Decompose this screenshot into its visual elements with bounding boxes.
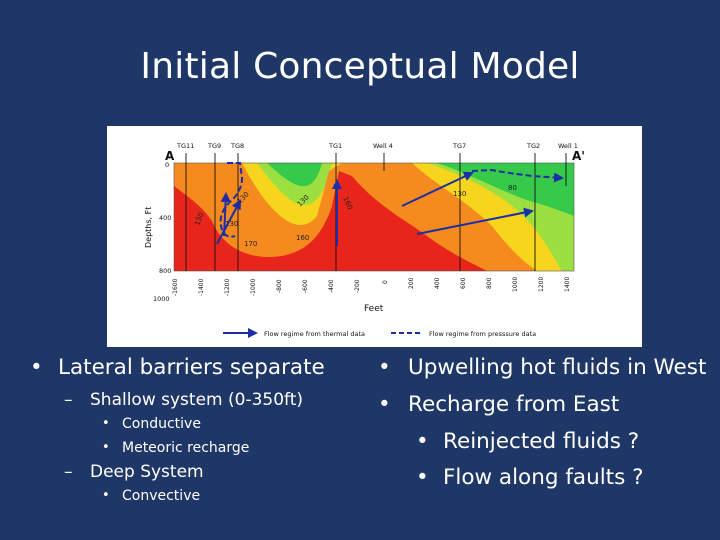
flow-arrow: [416, 207, 534, 235]
sub-sub-bullet-meteoric-recharge: Meteoric recharge: [22, 436, 367, 460]
legend-thermal-label: Flow regime from thermal data: [264, 330, 365, 338]
y-tick-label: 0: [165, 161, 169, 169]
y-axis-label: Depths, Ft: [144, 207, 153, 248]
legend-pressure-label: Flow regime from presssure data: [429, 330, 536, 338]
sub-bullet-flow-along-faults: Flow along faults ?: [372, 464, 712, 492]
x-tick-label: 1400: [564, 277, 571, 292]
contour-label: 80: [508, 184, 517, 192]
temperature-contour-plot: [173, 162, 575, 272]
well-label-well-4: Well 4: [373, 142, 393, 150]
y-tick-label: 1000: [153, 295, 170, 303]
x-axis-label: Feet: [364, 304, 384, 314]
x-tick-label: 400: [434, 277, 441, 289]
sub-bullet-reinjected-fluids: Reinjected fluids ?: [372, 428, 712, 456]
x-tick-label: -400: [328, 279, 335, 293]
legend: Flow regime from thermal data Flow regim…: [223, 328, 536, 338]
x-tick-label: 200: [408, 277, 415, 289]
flow-arrow: [401, 171, 474, 207]
pressure-flow-path: [471, 168, 564, 183]
cross-section-svg: 130 130 130 160 160 170 130 130 80 TG11 …: [144, 142, 585, 338]
flow-arrow: [216, 199, 241, 245]
x-tick-label: -600: [302, 279, 309, 293]
x-tick-label: -800: [276, 279, 283, 293]
sub-bullet-shallow-system: Shallow system (0-350ft): [22, 388, 367, 412]
well-label-tg2: TG2: [526, 142, 540, 150]
x-axis: -1600 -1400 -1200 -1000 -800 -600 -400 -…: [172, 277, 571, 314]
x-tick-label: -1400: [198, 278, 205, 296]
bullet-recharge-from-east: Recharge from East: [372, 391, 712, 419]
well-label-tg1: TG1: [328, 142, 342, 150]
contour-label: 170: [244, 240, 257, 248]
contour-label: 130: [225, 220, 238, 228]
cross-section-figure: 130 130 130 160 160 170 130 130 80 TG11 …: [107, 126, 642, 347]
x-tick-label: -1000: [250, 278, 257, 296]
well-label-tg11: TG11: [176, 142, 194, 150]
left-bullet-list: Lateral barriers separate Shallow system…: [22, 354, 367, 508]
y-tick-label: 400: [159, 214, 171, 222]
x-tick-label: 1200: [538, 277, 545, 292]
thermal-flow-arrows: [216, 171, 534, 246]
sub-sub-bullet-convective: Convective: [22, 484, 367, 508]
x-tick-label: -1600: [172, 278, 179, 296]
right-bullet-list: Upwelling hot fluids in West Recharge fr…: [372, 354, 712, 500]
x-tick-label: 0: [382, 280, 389, 284]
section-end-left: A: [165, 149, 175, 163]
pressure-flow-path: [219, 162, 244, 238]
sub-sub-bullet-conductive: Conductive: [22, 412, 367, 436]
x-tick-label: 1000: [512, 277, 519, 292]
x-tick-label: 800: [486, 277, 493, 289]
x-tick-label: 600: [460, 277, 467, 289]
bullet-upwelling-hot-fluids: Upwelling hot fluids in West: [372, 354, 712, 382]
contour-label: 160: [296, 234, 309, 242]
slide-title: Initial Conceptual Model: [140, 46, 580, 87]
x-tick-label: -1200: [224, 278, 231, 296]
sub-bullet-deep-system: Deep System: [22, 460, 367, 484]
well-label-tg7: TG7: [452, 142, 466, 150]
y-tick-label: 800: [159, 267, 171, 275]
wells: TG11 TG9 TG8 TG1 Well 4 TG7 TG2 Well 1: [176, 142, 578, 271]
well-label-tg8: TG8: [230, 142, 244, 150]
well-label-well-1: Well 1: [558, 142, 578, 150]
section-end-right: A': [572, 149, 585, 163]
well-label-tg9: TG9: [207, 142, 221, 150]
y-axis: Depths, Ft 0 400 800 1000: [144, 161, 171, 303]
bullet-lateral-barriers: Lateral barriers separate: [22, 354, 367, 382]
x-tick-label: -200: [354, 279, 361, 293]
pressure-flow-paths: [219, 162, 564, 238]
